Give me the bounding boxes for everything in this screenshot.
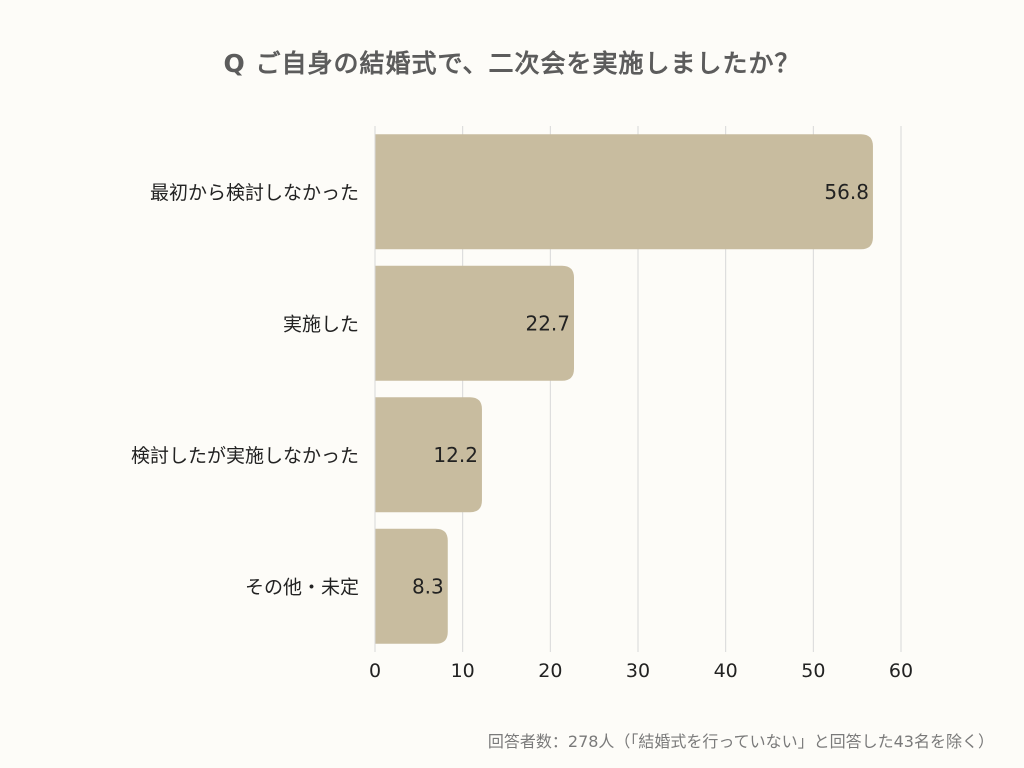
category-label-3: 検討したが実施しなかった [131, 445, 359, 467]
x-tick-label-40: 40 [714, 660, 738, 682]
x-tick-label-20: 20 [538, 660, 562, 682]
x-tick-label-10: 10 [451, 660, 475, 682]
value-label-2: 22.7 [525, 311, 570, 335]
chart-title: Q ご自身の結婚式で、二次会を実施しましたか？ [223, 49, 801, 78]
category-label-4: その他・未定 [245, 576, 359, 598]
value-label-3: 12.2 [433, 443, 478, 467]
x-tick-label-0: 0 [369, 660, 381, 682]
bar-4 [375, 528, 448, 644]
category-label-2: 実施した [283, 313, 359, 335]
footnote: 回答者数：278人（「結婚式を行っていない」と回答した43名を除く） [487, 732, 994, 751]
value-label-1: 56.8 [824, 180, 869, 204]
bar-1 [375, 134, 873, 250]
bar-3 [375, 397, 482, 513]
bar-2 [375, 265, 575, 381]
x-tick-label-60: 60 [889, 660, 913, 682]
value-label-4: 8.3 [412, 574, 444, 598]
category-label-1: 最初から検討しなかった [150, 182, 359, 204]
x-tick-label-50: 50 [801, 660, 825, 682]
x-tick-label-30: 30 [626, 660, 650, 682]
